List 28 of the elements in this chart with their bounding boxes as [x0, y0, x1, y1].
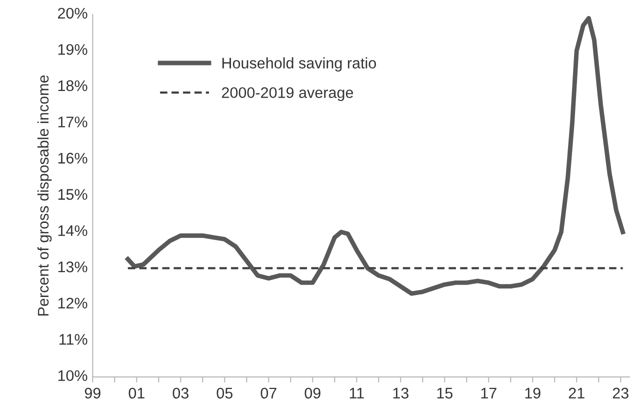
y-axis-title: Percent of gross disposable income [37, 75, 52, 316]
y-tick-label: 13% [58, 262, 88, 272]
y-tick-label: 11% [60, 334, 88, 345]
y-tick-label: 17% [58, 116, 88, 128]
x-tick-label: 03 [172, 388, 188, 399]
x-tick-label: 23 [612, 388, 628, 399]
legend-label: 2000-2019 average [222, 87, 354, 102]
x-tick-label: 99 [84, 388, 100, 399]
y-tick-label: 15% [58, 189, 88, 200]
y-tick-label: 20% [58, 8, 88, 19]
x-tick-label: 21 [568, 388, 584, 398]
x-tick-label: 05 [216, 388, 232, 399]
x-tick-label: 11 [350, 388, 364, 398]
x-tick-label: 09 [304, 388, 320, 399]
x-tick-label: 13 [393, 388, 408, 399]
legend-label: Household saving ratio [222, 57, 376, 72]
y-tick-label: 14% [58, 225, 88, 236]
y-tick-label: 18% [58, 80, 88, 92]
x-tick-label: 07 [260, 388, 276, 399]
y-tick-label: 12% [58, 298, 88, 308]
x-tick-label: 19 [525, 388, 540, 399]
y-tick-label: 16% [58, 152, 88, 164]
x-tick-label: 01 [128, 388, 144, 399]
x-tick-label: 17 [481, 388, 496, 398]
y-tick-label: 19% [58, 44, 88, 55]
line-series [126, 16, 626, 296]
x-tick-label: 15 [437, 388, 452, 399]
y-tick-label: 10% [58, 370, 88, 382]
